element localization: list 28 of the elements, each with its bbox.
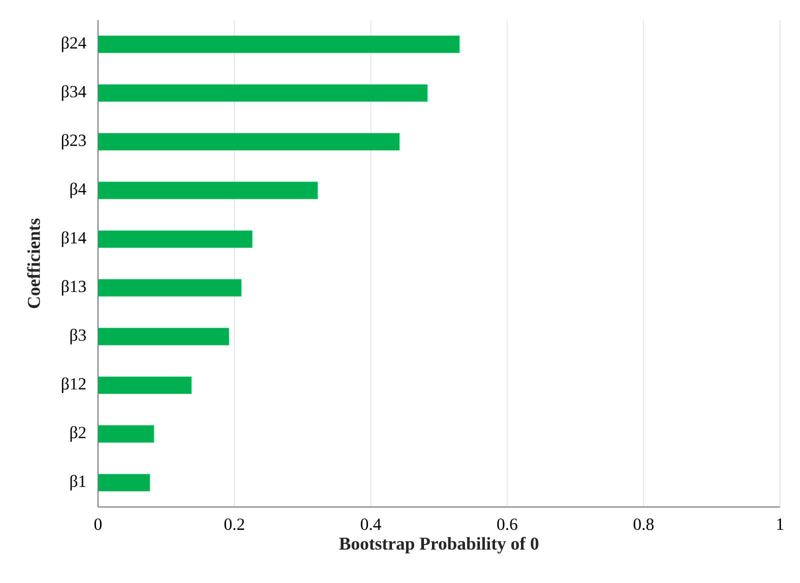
y-tick-label: β3 [70,328,86,344]
x-tick-label: 0.6 [497,518,518,530]
bar [98,376,192,394]
x-tick-label: 0.4 [360,518,382,530]
bar [98,230,252,248]
x-axis-title: Bootstrap Probability of 0 [339,536,538,554]
bar [98,84,428,102]
y-tick-label: β23 [62,134,86,150]
y-tick-label: β4 [70,182,86,198]
x-tick-label: 1 [777,518,784,530]
bar [98,36,460,54]
bar [98,425,154,443]
bar [98,328,230,346]
y-axis-title: Coefficients [27,218,40,308]
y-tick-label: β2 [70,426,86,442]
bar [98,133,400,150]
bar [98,474,150,492]
x-tick-label: 0.2 [224,518,244,530]
y-tick-label: β24 [62,36,86,52]
y-tick-label: β13 [62,280,86,296]
x-tick-label: 0 [94,518,102,530]
x-tick-label: 0.8 [634,518,654,530]
bar [98,182,318,200]
y-tick-label: β34 [62,85,86,101]
y-tick-label: β12 [62,377,86,394]
y-tick-label: β1 [70,474,86,490]
y-tick-label: β14 [62,231,86,247]
bar [98,279,242,297]
